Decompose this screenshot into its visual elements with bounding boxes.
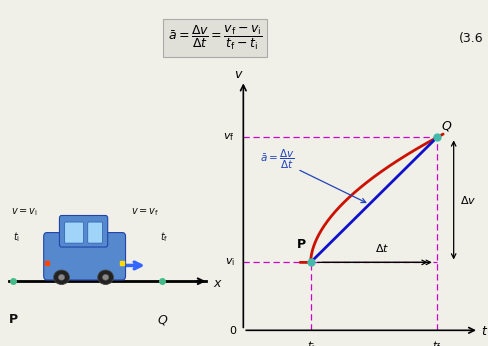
Text: $t_{\mathrm{f}}$: $t_{\mathrm{f}}$	[432, 339, 442, 346]
Ellipse shape	[59, 274, 65, 280]
Text: $v_{\mathrm{f}}$: $v_{\mathrm{f}}$	[224, 131, 235, 143]
Ellipse shape	[54, 270, 69, 284]
Text: $t$: $t$	[481, 325, 488, 338]
Ellipse shape	[98, 270, 114, 284]
Text: $0$: $0$	[229, 324, 237, 336]
Text: $t_{\mathrm{f}}$: $t_{\mathrm{f}}$	[160, 231, 168, 244]
FancyBboxPatch shape	[44, 233, 125, 280]
Text: $\bar{a} = \dfrac{\Delta v}{\Delta t}$: $\bar{a} = \dfrac{\Delta v}{\Delta t}$	[260, 148, 366, 202]
Text: $t_{\mathrm{i}}$: $t_{\mathrm{i}}$	[13, 231, 20, 244]
Text: $t_{\mathrm{i}}$: $t_{\mathrm{i}}$	[307, 339, 315, 346]
Text: $v_{\mathrm{i}}$: $v_{\mathrm{i}}$	[225, 256, 235, 268]
Text: $\Delta t$: $\Delta t$	[375, 242, 389, 254]
FancyBboxPatch shape	[60, 216, 108, 247]
Text: $Q$: $Q$	[157, 313, 168, 327]
Text: $\mathbf{P}$: $\mathbf{P}$	[296, 238, 306, 252]
Text: $v$: $v$	[234, 67, 244, 81]
Text: $\Delta v$: $\Delta v$	[460, 194, 476, 206]
Text: $\mathbf{P}$: $\mathbf{P}$	[8, 313, 19, 326]
Text: $x$: $x$	[213, 277, 223, 290]
Text: $v = v_{\mathrm{f}}$: $v = v_{\mathrm{f}}$	[131, 206, 159, 218]
Text: $v = v_{\mathrm{i}}$: $v = v_{\mathrm{i}}$	[11, 206, 38, 218]
Ellipse shape	[102, 274, 109, 280]
Text: $\bar{a} = \dfrac{\Delta v}{\Delta t} = \dfrac{v_{\mathrm{f}} - v_{\mathrm{i}}}{: $\bar{a} = \dfrac{\Delta v}{\Delta t} = …	[167, 24, 262, 52]
FancyBboxPatch shape	[65, 222, 83, 243]
Text: (3.6: (3.6	[459, 31, 483, 45]
FancyBboxPatch shape	[88, 222, 102, 243]
Text: $Q$: $Q$	[441, 119, 452, 133]
